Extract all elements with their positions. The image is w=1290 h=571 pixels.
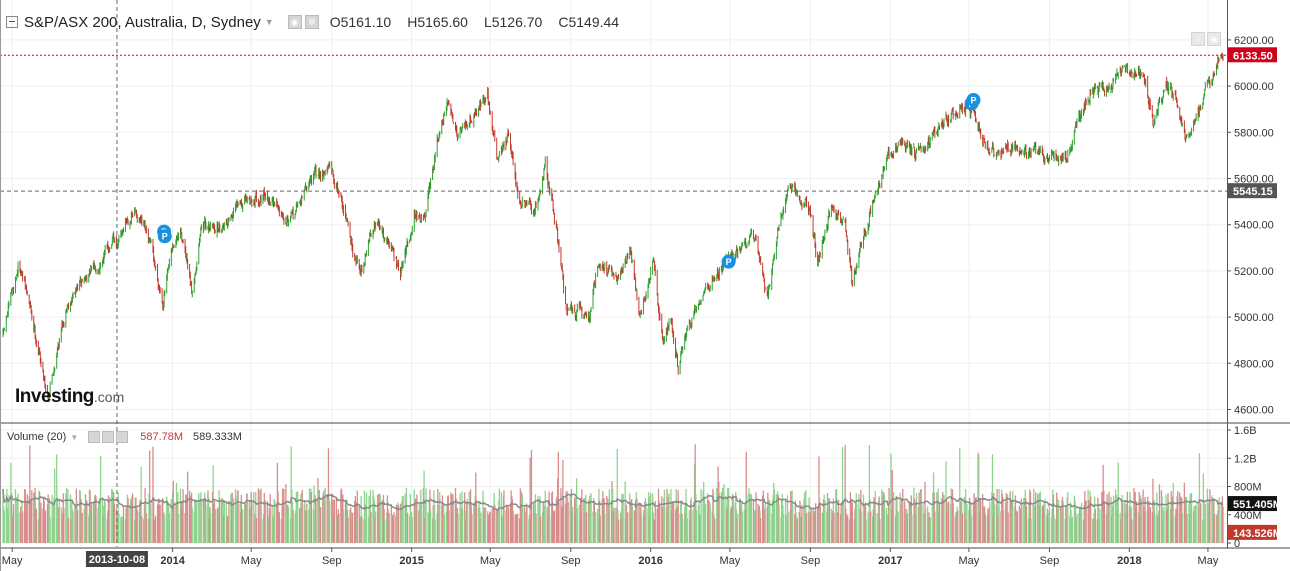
x-tick-label: May [720,555,741,567]
x-tick-label: Sep [322,555,342,567]
x-tick-label: Sep [561,555,581,567]
last-price-box: 6133.50 [1228,47,1277,63]
volume-ma-line [2,488,1224,511]
y-tick-label: 6000.00 [1234,81,1274,93]
close-value: C5149.44 [558,14,620,30]
y-tick-label: 5000.00 [1234,312,1274,324]
volume-ma-box-label: 551.405M [1233,499,1282,511]
chevron-down-icon[interactable]: ▼ [70,432,79,442]
gear-icon[interactable] [102,431,115,443]
chevron-down-icon[interactable]: ▼ [264,17,274,27]
chart-collapse-icon[interactable] [6,16,18,28]
volume-indicator-label[interactable]: Volume (20) [7,431,67,443]
x-tick-label: May [959,555,980,567]
volume-last-box: 143.526M [1228,524,1282,540]
x-tick-label: 2017 [878,555,902,567]
event-marker: P [721,254,736,269]
volume-y-tick-label: 1.2B [1234,453,1257,465]
x-tick-label: 2016 [638,555,662,567]
logo-text: Investing [15,386,94,407]
crosshair-date-label: 2013-10-08 [89,554,145,566]
eye-icon[interactable]: ◉ [287,15,302,29]
event-marker-label: P [162,232,168,242]
crosshair-price-box-label: 5545.15 [1233,186,1273,198]
crosshair-date-bg [85,551,148,567]
crosshair-date-box: 2013-10-08 [85,551,148,567]
y-tick-label: 5800.00 [1234,127,1274,139]
volume-last-box-bg [1228,524,1277,540]
y-tick-label: 4600.00 [1234,404,1274,416]
x-tick-label: Sep [1040,555,1060,567]
volume-y-tick-label: 800M [1234,482,1262,494]
info-icon[interactable]: i [1191,32,1205,46]
volume-header: Volume (20) ▼ 587.78M 589.333M [7,430,242,444]
instrument-title[interactable]: S&P/ASX 200, Australia, D, Sydney [24,13,261,31]
volume-y-tick-label: 1.6B [1234,425,1257,437]
high-value: H5165.60 [407,14,468,30]
y-tick-label: 5600.00 [1234,174,1274,186]
y-tick-label: 6200.00 [1234,35,1274,47]
event-marker: P [157,229,172,244]
x-tick-label: 2015 [399,555,423,567]
open-value: O5161.10 [329,14,392,30]
event-marker: P [966,92,981,107]
y-tick-label: 5200.00 [1234,266,1274,278]
event-marker-label: P [726,257,732,267]
last-price-box-label: 6133.50 [1233,50,1273,62]
event-marker-circle [721,254,736,269]
x-tick-label: May [480,555,501,567]
x-tick-label: 2014 [160,555,185,567]
logo-suffix: .com [93,389,125,405]
volume-ma-box-bg [1228,496,1277,512]
event-marker-circle [966,92,981,107]
volume-bars [2,444,1224,543]
volume-y-tick-label: 400M [1234,510,1262,522]
last-price-box-bg [1228,47,1277,63]
close-icon[interactable] [116,431,129,443]
y-tick-label: 5400.00 [1234,220,1274,232]
y-tick-label: 4800.00 [1234,358,1274,370]
gear-icon[interactable]: ✲ [304,15,319,29]
eye-icon[interactable]: ◉ [1207,32,1221,46]
price-candles [2,52,1224,403]
investing-logo: Investing.com [15,386,124,408]
crosshair-price-box-bg [1228,183,1277,199]
volume-last-box-label: 143.526M [1233,528,1282,540]
eye-icon[interactable] [88,431,101,443]
crosshair-price-box: 5545.15 [1228,183,1277,199]
x-tick-label: May [2,555,23,567]
volume-y-tick-label: 0 [1234,538,1240,550]
x-tick-label: May [241,555,262,567]
low-value: L5126.70 [483,14,543,30]
x-tick-label: Sep [801,555,821,567]
event-marker-label: P [970,95,976,105]
volume-ma-box: 551.405M [1228,496,1282,512]
x-tick-label: 2018 [1117,555,1141,567]
x-tick-label: May [1198,555,1219,567]
volume-value: 587.78M [140,431,184,443]
event-marker-circle [157,229,172,244]
chart-header: S&P/ASX 200, Australia, D, Sydney ▼ ◉ ✲ … [6,12,627,32]
volume-ma-value: 589.333M [193,431,242,443]
